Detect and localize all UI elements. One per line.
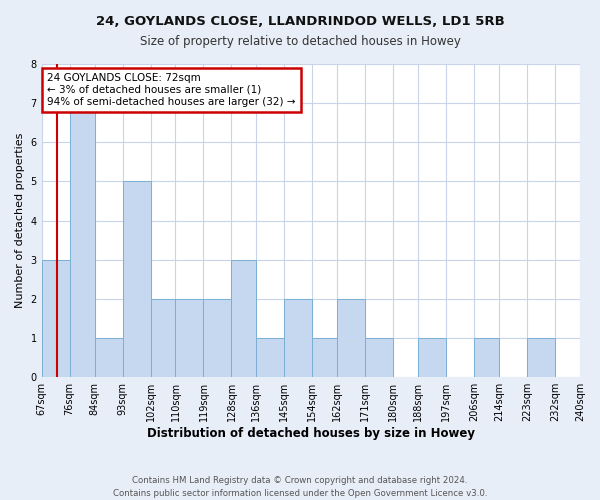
Bar [151, 299, 175, 377]
Bar [41, 260, 70, 377]
Bar [175, 299, 203, 377]
X-axis label: Distribution of detached houses by size in Howey: Distribution of detached houses by size … [147, 427, 475, 440]
Text: 24 GOYLANDS CLOSE: 72sqm
← 3% of detached houses are smaller (1)
94% of semi-det: 24 GOYLANDS CLOSE: 72sqm ← 3% of detache… [47, 74, 296, 106]
Text: Contains HM Land Registry data © Crown copyright and database right 2024.
Contai: Contains HM Land Registry data © Crown c… [113, 476, 487, 498]
Bar [70, 103, 95, 377]
Bar [474, 338, 499, 377]
Bar [284, 299, 313, 377]
Text: Size of property relative to detached houses in Howey: Size of property relative to detached ho… [140, 35, 460, 48]
Bar [95, 338, 122, 377]
Bar [527, 338, 555, 377]
Bar [365, 338, 393, 377]
Bar [337, 299, 365, 377]
Bar [232, 260, 256, 377]
Bar [418, 338, 446, 377]
Bar [313, 338, 337, 377]
Y-axis label: Number of detached properties: Number of detached properties [15, 133, 25, 308]
Bar [122, 182, 151, 377]
Text: 24, GOYLANDS CLOSE, LLANDRINDOD WELLS, LD1 5RB: 24, GOYLANDS CLOSE, LLANDRINDOD WELLS, L… [95, 15, 505, 28]
Bar [256, 338, 284, 377]
Bar [203, 299, 232, 377]
